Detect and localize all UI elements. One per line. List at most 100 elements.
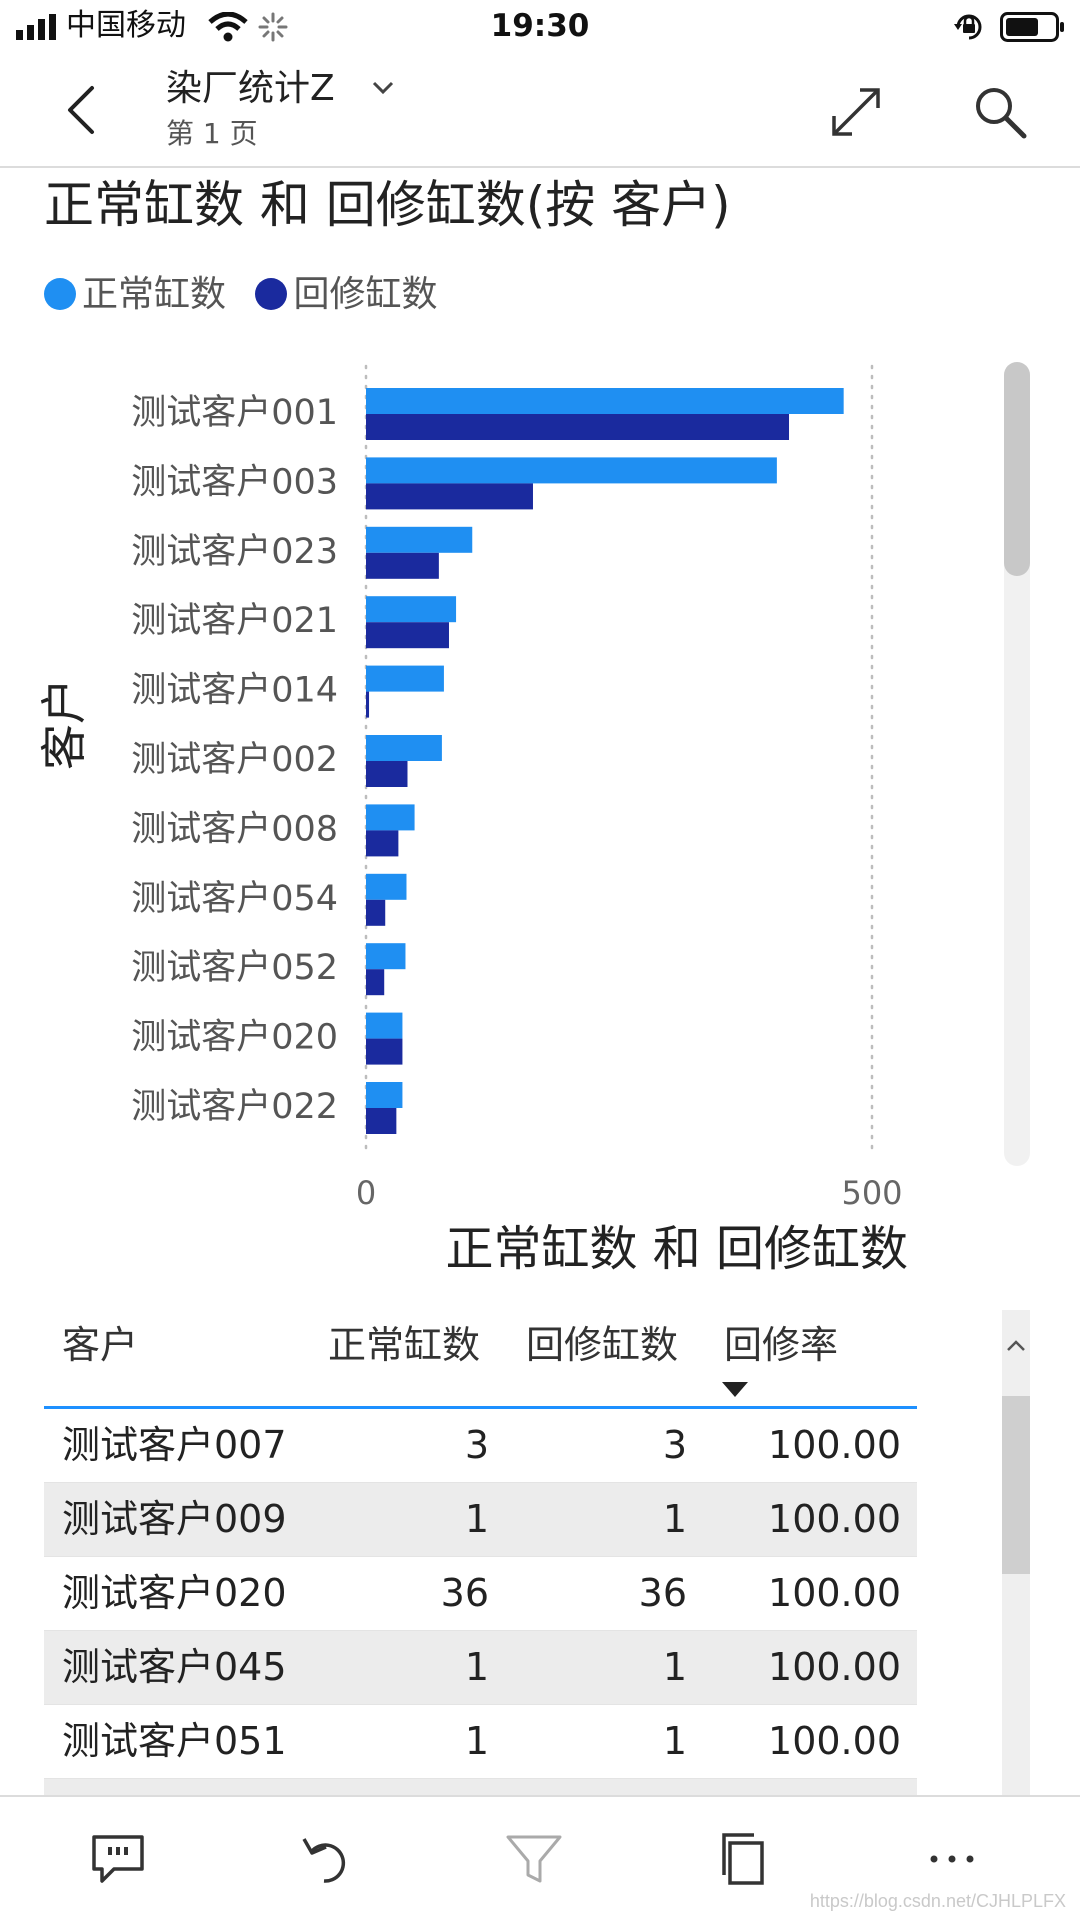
bar-repair	[366, 691, 370, 718]
x-axis-title: 正常缸数 和 回修缸数	[445, 1221, 908, 1277]
bar-normal	[366, 1082, 403, 1108]
search-icon[interactable]	[972, 84, 1028, 140]
bar-repair	[366, 483, 533, 510]
category-label: 测试客户022	[131, 1087, 338, 1127]
bar-repair	[366, 761, 408, 787]
cell-customer: 测试客户045	[62, 1645, 287, 1689]
table-scrollbar-thumb[interactable]	[1002, 1396, 1030, 1574]
category-label: 测试客户020	[131, 1018, 338, 1058]
bar-chart: 测试客户001 测试客户003 测试客户023 测试客户021 测试客户014 测试客户0…	[131, 364, 903, 1210]
bar-normal	[366, 1012, 403, 1039]
cell-repair: 36	[638, 1571, 687, 1615]
cell-customer: 测试客户007	[62, 1423, 287, 1467]
chart-title: 正常缸数 和 回修缸数(按 客户)	[44, 176, 731, 234]
bar-normal	[366, 804, 415, 831]
back-icon[interactable]	[56, 82, 112, 138]
wifi-icon	[208, 12, 248, 42]
bar-normal	[366, 596, 457, 623]
bar-normal	[366, 943, 406, 970]
category-label: 测试客户014	[131, 671, 338, 711]
cell-normal: 1	[464, 1645, 489, 1689]
cell-rate: 100.00	[768, 1571, 901, 1615]
legend-item-repair[interactable]: 回修缸数	[255, 270, 437, 320]
category-label: 测试客户021	[131, 601, 338, 641]
cell-customer: 测试客户020	[62, 1571, 287, 1615]
category-label: 测试客户054	[131, 879, 338, 919]
x-tick-label: 0	[356, 1174, 376, 1210]
x-tick-label: 500	[841, 1174, 902, 1210]
bar-normal	[366, 526, 473, 553]
undo-icon[interactable]	[298, 1829, 358, 1889]
bar-repair	[366, 1038, 403, 1065]
table-row[interactable]: 测试客户045 1 1 100.00	[44, 1631, 917, 1705]
category-label: 测试客户008	[131, 809, 338, 849]
cell-normal: 36	[440, 1571, 489, 1615]
cell-rate: 100.00	[768, 1719, 901, 1763]
bar-normal	[366, 457, 777, 484]
bar-normal	[366, 735, 442, 761]
watermark: https://blog.csdn.net/CJHLPLFX	[809, 1891, 1066, 1911]
bar-repair	[366, 899, 386, 926]
cell-normal: 3	[464, 1423, 489, 1467]
chevron-down-icon[interactable]	[372, 80, 394, 96]
clock: 19:30	[490, 8, 590, 44]
copy-icon[interactable]	[714, 1829, 774, 1889]
bar-repair	[366, 622, 449, 649]
cell-normal: 1	[464, 1497, 489, 1541]
category-label: 测试客户002	[131, 740, 338, 780]
cell-repair: 1	[662, 1645, 687, 1689]
legend-marker	[255, 278, 288, 310]
report-title[interactable]: 染厂统计Z	[166, 68, 335, 109]
cell-rate: 100.00	[768, 1497, 901, 1541]
table-row[interactable]: 测试客户051 1 1 100.00	[44, 1705, 917, 1779]
bar-normal	[366, 665, 444, 692]
bar-normal	[366, 873, 407, 900]
app-header: 染厂统计Z 第 1 页	[0, 54, 1080, 168]
table-row[interactable]: 测试客户009 1 1 100.00	[44, 1483, 917, 1557]
column-header-customer[interactable]: 客户	[62, 1323, 139, 1367]
legend-marker	[44, 278, 76, 310]
cell-repair: 1	[662, 1719, 687, 1763]
chart-legend: 正常缸数 回修缸数	[44, 270, 455, 320]
sort-descending-icon	[722, 1382, 748, 1397]
bar-repair	[366, 552, 439, 579]
column-header-rate[interactable]: 回修率	[724, 1323, 839, 1367]
cell-repair: 3	[662, 1423, 687, 1467]
bar-repair	[366, 1108, 397, 1134]
bar-normal	[366, 388, 844, 414]
cell-rate: 100.00	[768, 1645, 901, 1689]
legend-item-normal[interactable]: 正常缸数	[44, 270, 226, 320]
more-icon[interactable]	[922, 1829, 982, 1889]
chart-scrollbar-thumb[interactable]	[1004, 362, 1030, 576]
rotation-lock-icon	[954, 14, 982, 40]
category-label: 测试客户023	[131, 532, 338, 572]
table-header: 客户 正常缸数 回修缸数 回修率	[44, 1310, 917, 1409]
battery-icon	[1000, 12, 1064, 42]
data-table: 客户 正常缸数 回修缸数 回修率 测试客户007 3 3 100.00 测试客户009 1…	[44, 1310, 917, 1799]
legend-label: 正常缸数	[82, 274, 227, 315]
loading-icon	[258, 12, 288, 42]
category-label: 测试客户052	[131, 948, 338, 988]
comment-icon[interactable]	[88, 1829, 148, 1889]
bar-repair	[366, 830, 399, 857]
column-header-normal[interactable]: 正常缸数	[328, 1323, 481, 1367]
expand-icon[interactable]	[826, 82, 886, 142]
table-body: 测试客户007 3 3 100.00 测试客户009 1 1 100.00 测试客户020 36 3…	[44, 1409, 917, 1799]
bar-repair	[366, 969, 385, 996]
cell-customer: 测试客户009	[62, 1497, 287, 1541]
table-row[interactable]: 测试客户007 3 3 100.00	[44, 1409, 917, 1483]
cell-normal: 1	[464, 1719, 489, 1763]
table-row[interactable]: 测试客户020 36 36 100.00	[44, 1557, 917, 1631]
cell-customer: 测试客户051	[62, 1719, 287, 1763]
category-label: 测试客户003	[131, 462, 338, 502]
legend-label: 回修缸数	[293, 274, 438, 315]
bar-repair	[366, 414, 790, 440]
status-bar: 中国移动 19:30	[0, 0, 1080, 54]
cell-rate: 100.00	[768, 1423, 901, 1467]
column-header-repair[interactable]: 回修缸数	[526, 1323, 679, 1367]
filter-icon[interactable]	[504, 1829, 564, 1889]
bottom-toolbar: https://blog.csdn.net/CJHLPLFX	[0, 1795, 1080, 1922]
scroll-up-icon[interactable]	[1002, 1316, 1030, 1376]
page-label: 第 1 页	[166, 117, 258, 150]
cell-repair: 1	[662, 1497, 687, 1541]
